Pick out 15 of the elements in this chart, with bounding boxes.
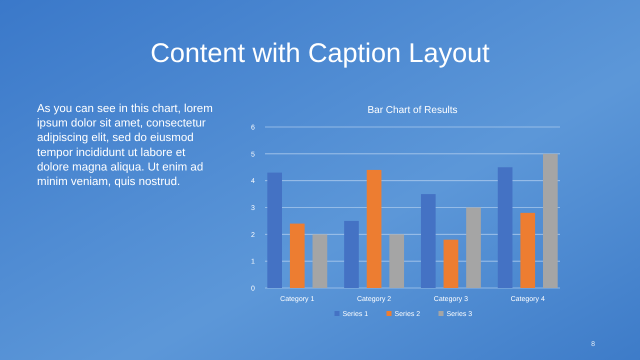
bar [389, 234, 404, 288]
bar [267, 172, 282, 288]
chart-title: Bar Chart of Results [367, 105, 458, 116]
bar [466, 208, 481, 288]
bar [366, 170, 382, 288]
bar [444, 240, 458, 288]
bar [420, 194, 436, 288]
bar [498, 167, 512, 288]
text: Content with Caption Layout [150, 38, 490, 68]
text: As you can see in this chart, lorem ipsum dolor sit amet, consectetur adipiscing elit, sed do eiusmod tempor incididunt ut labore et dolore magna aliqua. Ut enim ad minim veniam, quis nostrud. [37, 103, 213, 188]
bar [542, 154, 558, 288]
bar [312, 234, 328, 288]
bar [290, 224, 305, 288]
bar [344, 220, 359, 288]
bar [520, 212, 536, 288]
